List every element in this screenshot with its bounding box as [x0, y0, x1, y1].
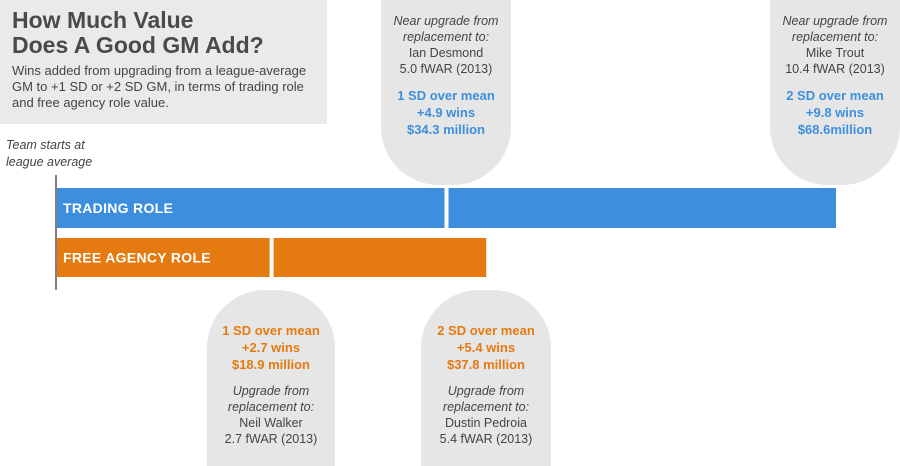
- title-panel: How Much Value Does A Good GM Add? Wins …: [0, 0, 327, 124]
- callout-wins: +4.9 wins: [416, 105, 476, 120]
- callout-fwar: 10.4 fWAR (2013): [785, 62, 885, 76]
- callout-trading-1sd: Near upgrade from replacement to: Ian De…: [381, 0, 511, 185]
- callout-wins: +5.4 wins: [456, 340, 516, 355]
- callout-note: replacement to:: [791, 30, 879, 44]
- callout-dollars: $68.6million: [797, 122, 873, 137]
- chart-title: How Much Value Does A Good GM Add?: [12, 7, 264, 58]
- callout-level: 2 SD over mean: [437, 323, 535, 338]
- callout-trading-2sd: Near upgrade from replacement to: Mike T…: [770, 0, 900, 185]
- callout-fwar: 5.4 fWAR (2013): [439, 432, 533, 446]
- callout-note: Upgrade from: [232, 384, 310, 398]
- bar-segment-free-agency-1sd: [57, 238, 270, 277]
- bar-label-free-agency: FREE AGENCY ROLE: [63, 250, 211, 266]
- bar-label-trading: TRADING ROLE: [63, 200, 173, 216]
- callout-note: replacement to:: [442, 400, 530, 414]
- callout-player: Dustin Pedroia: [445, 416, 527, 430]
- callout-player: Ian Desmond: [408, 46, 484, 60]
- callout-wins: +9.8 wins: [805, 105, 865, 120]
- callout-player: Mike Trout: [805, 46, 865, 60]
- chart-subtitle: Wins added from upgrading from a league-…: [12, 63, 307, 110]
- callout-fwar: 2.7 fWAR (2013): [224, 432, 318, 446]
- callout-note: Near upgrade from: [782, 14, 888, 28]
- callout-note: replacement to:: [227, 400, 315, 414]
- callout-fwar: 5.0 fWAR (2013): [399, 62, 493, 76]
- callout-dollars: $34.3 million: [406, 122, 486, 137]
- bar-segment-trading-2sd: [448, 188, 836, 228]
- callout-note: Upgrade from: [447, 384, 525, 398]
- bar-segment-free-agency-2sd: [273, 238, 487, 277]
- callout-fa-2sd: 2 SD over mean +5.4 wins $37.8 million U…: [421, 290, 551, 466]
- callout-wins: +2.7 wins: [241, 340, 301, 355]
- callout-dollars: $37.8 million: [446, 357, 526, 372]
- callout-level: 1 SD over mean: [222, 323, 320, 338]
- callout-note: replacement to:: [402, 30, 490, 44]
- callout-level: 1 SD over mean: [397, 88, 495, 103]
- bar-segment-trading-1sd: [57, 188, 445, 228]
- callout-dollars: $18.9 million: [231, 357, 311, 372]
- axis-start-label: Team starts at league average: [6, 138, 93, 169]
- callout-player: Neil Walker: [239, 416, 303, 430]
- callout-level: 2 SD over mean: [786, 88, 884, 103]
- callout-note: Near upgrade from: [393, 14, 499, 28]
- callout-fa-1sd: 1 SD over mean +2.7 wins $18.9 million U…: [207, 290, 335, 466]
